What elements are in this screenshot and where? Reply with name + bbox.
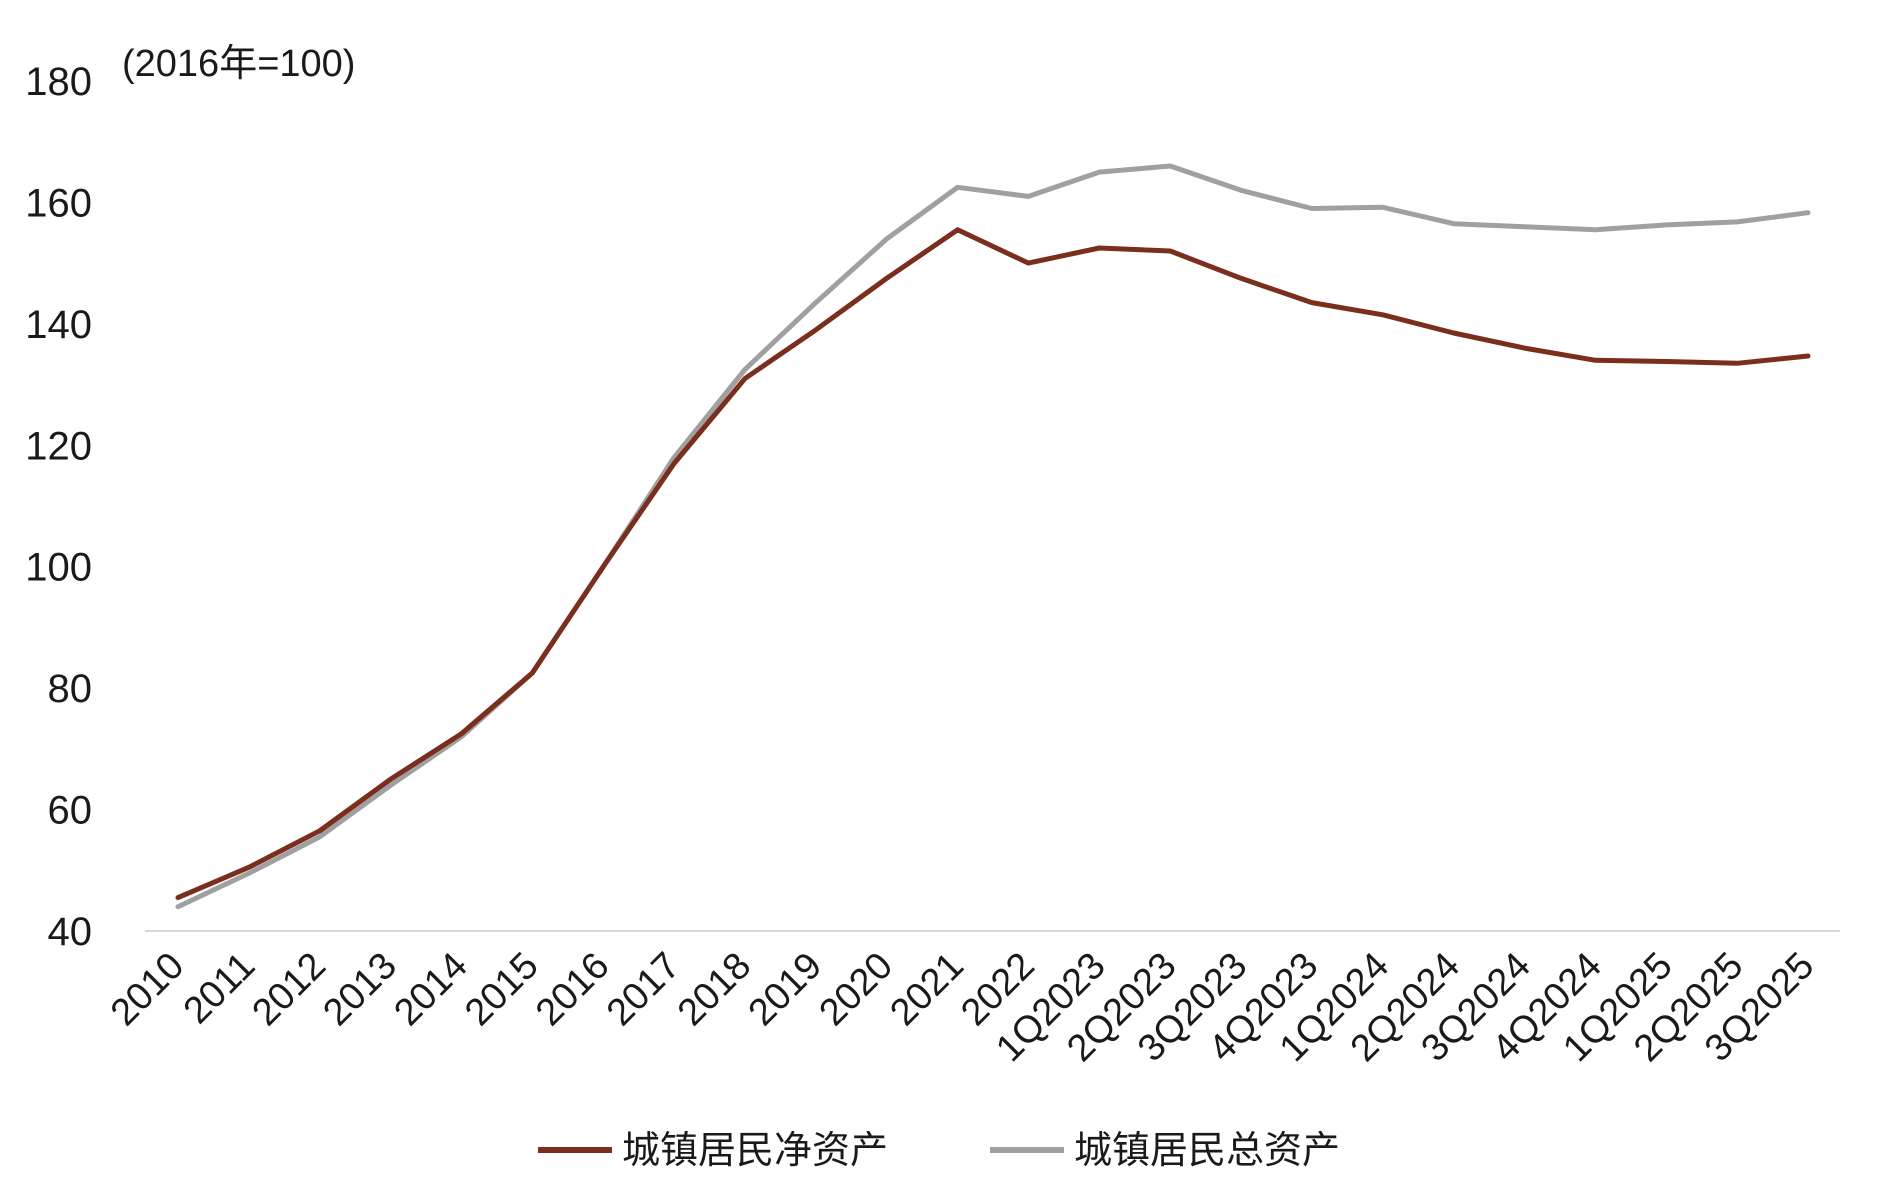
y-tick-label: 40 bbox=[48, 910, 93, 954]
x-tick-label: 2010 bbox=[103, 945, 192, 1034]
x-tick-label: 2012 bbox=[245, 945, 334, 1034]
x-tick-labels: 2010201120122013201420152016201720182019… bbox=[103, 945, 1822, 1070]
y-tick-label: 100 bbox=[25, 546, 92, 590]
x-tick-label: 2015 bbox=[457, 945, 546, 1034]
y-tick-label: 60 bbox=[48, 789, 93, 833]
series-lines bbox=[175, 163, 1811, 910]
y-tick-label: 160 bbox=[25, 181, 92, 225]
y-tick-labels: 40 60 80 100 120 140 160 180 bbox=[25, 60, 92, 954]
y-tick-label: 80 bbox=[48, 667, 93, 711]
x-tick-label: 2016 bbox=[528, 945, 617, 1034]
legend-label: 城镇居民净资产 bbox=[622, 1128, 888, 1172]
y-tick-label: 180 bbox=[25, 60, 92, 104]
x-tick-label: 2018 bbox=[670, 945, 759, 1034]
y-tick-label: 120 bbox=[25, 424, 92, 468]
x-tick-label: 2020 bbox=[812, 945, 901, 1034]
x-tick-label: 2021 bbox=[882, 945, 971, 1034]
series-line-net-assets bbox=[175, 227, 1811, 901]
x-tick-label: 2017 bbox=[599, 945, 688, 1034]
series-line-total-assets bbox=[175, 163, 1811, 910]
x-tick-label: 2011 bbox=[176, 945, 263, 1032]
y-tick-label: 140 bbox=[25, 303, 92, 347]
x-tick-label: 2019 bbox=[741, 945, 830, 1034]
x-tick-label: 2013 bbox=[315, 945, 404, 1034]
legend: 城镇居民净资产 城镇居民总资产 bbox=[538, 1128, 1340, 1172]
legend-label: 城镇居民总资产 bbox=[1074, 1128, 1340, 1172]
x-tick-label: 2014 bbox=[386, 945, 475, 1034]
unit-label: (2016年=100) bbox=[122, 43, 355, 85]
